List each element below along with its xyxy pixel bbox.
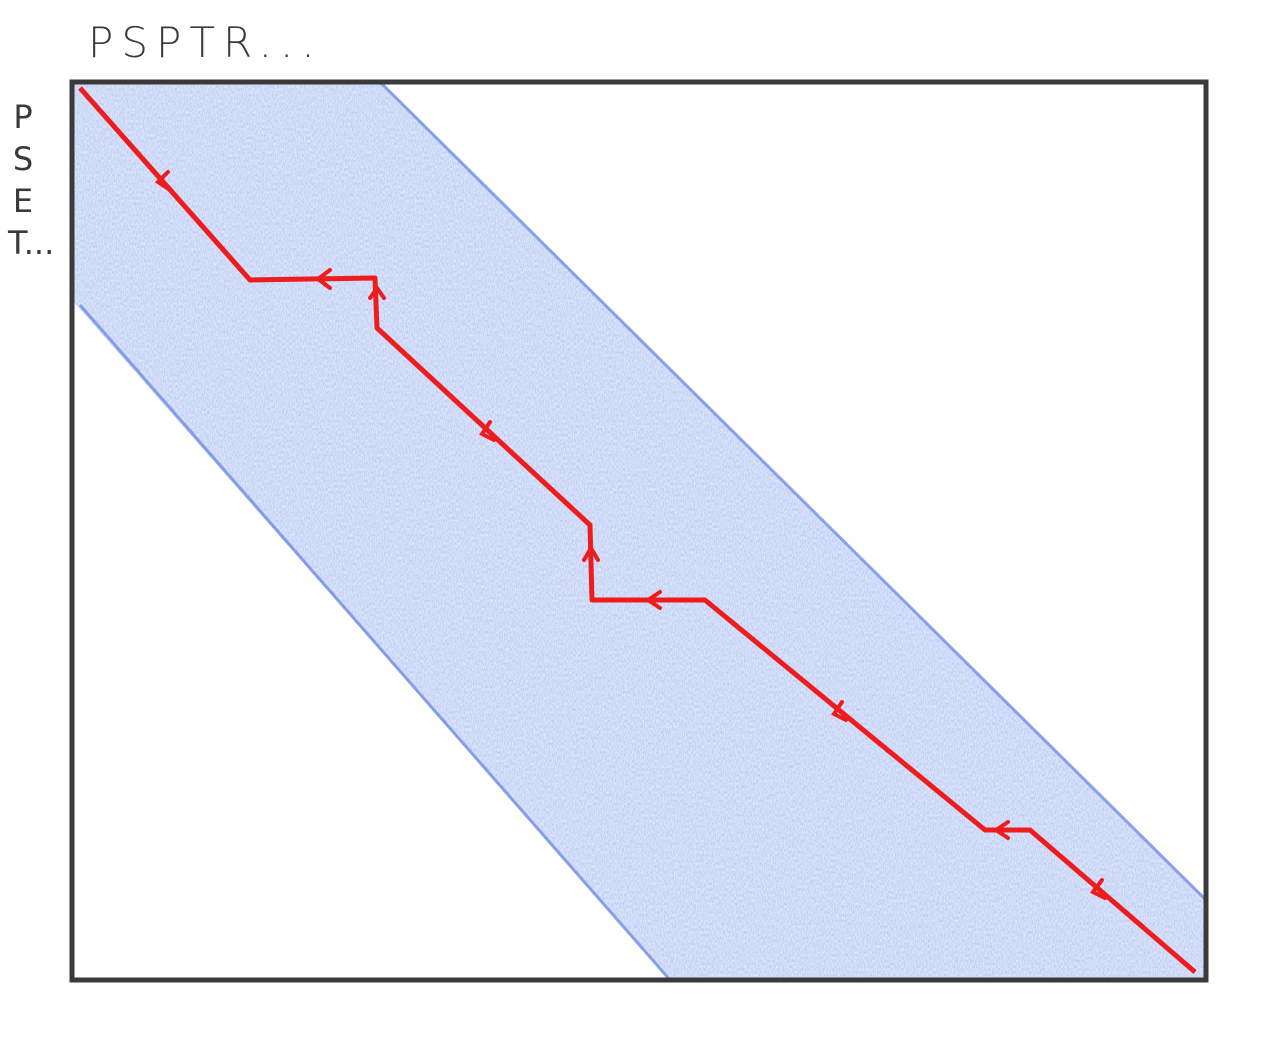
band-upper-edge	[378, 82, 1206, 902]
top-axis-label: PSPTR...	[88, 18, 323, 67]
arrowhead-6	[644, 590, 662, 610]
arrowhead-4	[479, 420, 496, 442]
arrowhead-2	[314, 268, 332, 290]
arrowhead-3	[368, 284, 386, 300]
arrowhead-1	[154, 170, 172, 192]
arrowhead-5	[582, 544, 600, 562]
band-group	[72, 82, 1206, 980]
alignment-path	[78, 86, 1197, 974]
arrowhead-9	[1089, 878, 1107, 900]
diagonal-band-texture	[72, 82, 1206, 980]
band-lower-edge	[78, 304, 672, 980]
diagonal-band	[72, 82, 1206, 980]
arrowhead-7	[831, 700, 848, 722]
arrowhead-8	[992, 820, 1010, 840]
path-arrowheads	[154, 170, 1107, 900]
diagram-frame	[69, 79, 1209, 983]
